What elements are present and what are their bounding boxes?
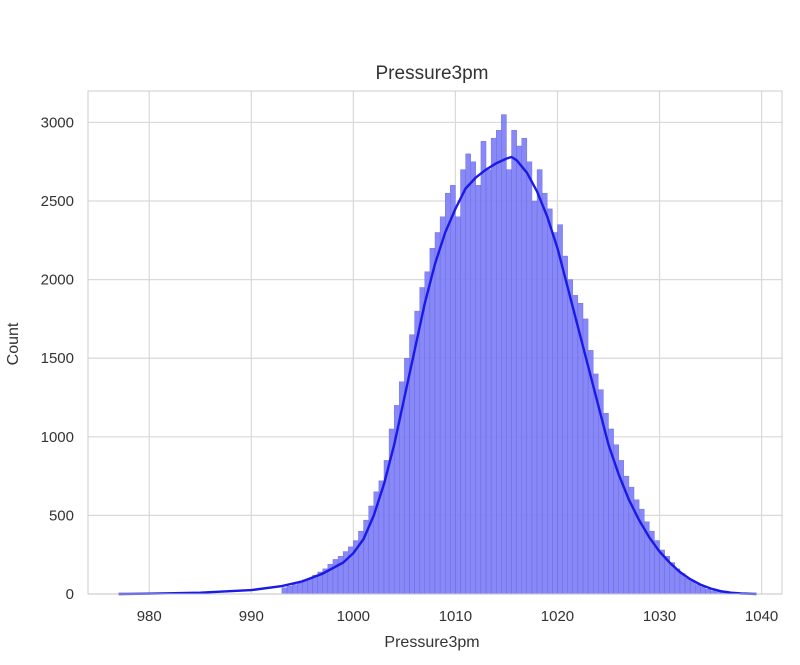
y-tick-label: 500 <box>49 507 74 524</box>
histogram-bar <box>547 208 553 595</box>
histogram-bar <box>552 232 558 595</box>
histogram-bar <box>679 573 686 595</box>
histogram-bar <box>526 161 533 595</box>
histogram-bar <box>286 585 293 595</box>
histogram-bar <box>490 137 497 595</box>
histogram-bar <box>465 153 471 595</box>
histogram-bar <box>521 137 528 595</box>
histogram-bar <box>429 247 436 595</box>
y-axis-label: Count <box>5 322 22 365</box>
histogram-bar <box>684 578 691 595</box>
histogram-bar <box>297 582 303 595</box>
y-tick-label: 1000 <box>41 429 74 446</box>
histogram-bar <box>470 161 477 595</box>
histogram-bar <box>450 185 456 595</box>
histogram-bar <box>439 216 446 595</box>
histogram-bar <box>516 145 522 595</box>
histogram-bar <box>567 279 573 595</box>
y-tick-label: 3000 <box>41 114 74 131</box>
x-axis-label: Pressure3pm <box>384 634 479 651</box>
histogram-bar <box>480 141 487 595</box>
histogram-bar <box>506 169 512 595</box>
y-tick-labels: 0 500 1000 1500 2000 2500 3000 <box>41 114 74 603</box>
histogram-bar <box>434 232 441 595</box>
histogram-bar <box>475 185 482 595</box>
x-tick-label: 1020 <box>541 608 574 625</box>
histogram-bar <box>557 224 563 595</box>
histogram-bar <box>485 169 492 595</box>
histogram-bar <box>541 192 548 595</box>
histogram-bar <box>531 200 538 595</box>
x-tick-label: 1010 <box>439 608 472 625</box>
histogram-bar <box>455 216 461 595</box>
y-tick-label: 1500 <box>41 350 74 367</box>
y-tick-label: 2000 <box>41 272 74 289</box>
histogram-bars <box>281 114 737 595</box>
histogram-bar <box>700 586 706 595</box>
x-tick-label: 1000 <box>337 608 370 625</box>
x-tick-label: 990 <box>239 608 264 625</box>
histogram-bar <box>281 587 288 595</box>
x-tick-label: 980 <box>137 608 162 625</box>
x-tick-label: 1030 <box>643 608 676 625</box>
histogram-bar <box>445 192 451 595</box>
histogram-bar <box>562 255 568 595</box>
histogram-bar <box>424 271 431 595</box>
histogram-bar <box>695 584 701 595</box>
histogram-bar <box>536 169 543 595</box>
histogram-bar <box>307 578 313 595</box>
histogram-bar <box>496 130 502 595</box>
y-tick-label: 2500 <box>41 193 74 210</box>
histogram-bar <box>414 310 420 595</box>
plot-frame <box>87 90 783 595</box>
x-tick-labels: 980 990 1000 1010 1020 1030 1040 <box>137 608 779 625</box>
histogram-bar <box>705 589 711 595</box>
histogram-bar <box>572 295 579 595</box>
histogram-bar <box>419 287 425 595</box>
histogram-bar <box>689 581 696 595</box>
y-tick-label: 0 <box>66 586 74 603</box>
kde-line <box>118 155 757 596</box>
x-tick-label: 1040 <box>745 608 778 625</box>
histogram-bar <box>501 114 507 595</box>
histogram-bar <box>460 169 466 595</box>
histogram-bar <box>291 584 298 595</box>
histogram-bar <box>511 130 517 595</box>
chart-title: Pressure3pm <box>376 63 489 84</box>
